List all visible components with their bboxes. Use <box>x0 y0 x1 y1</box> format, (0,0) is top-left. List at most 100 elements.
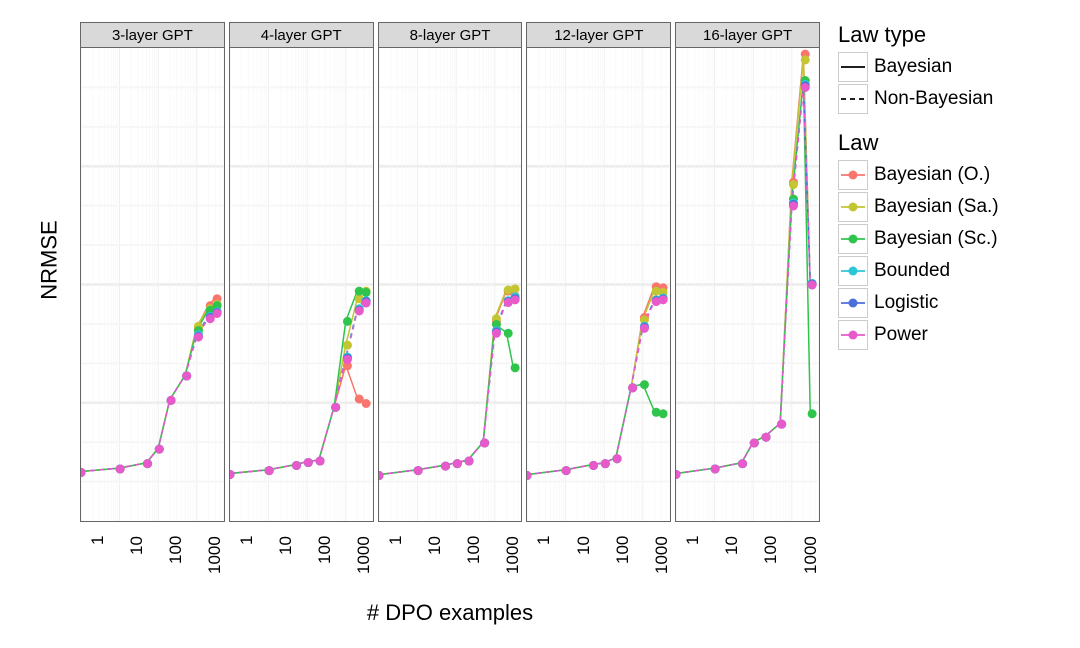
legend-swatch <box>838 52 868 82</box>
legend-item-law: Bayesian (O.) <box>838 160 1068 190</box>
facet-plot <box>526 48 671 522</box>
x-axis-ticks: 1101001000 <box>80 522 225 592</box>
facet-panel: 12-layer GPT1101001000 <box>526 22 671 522</box>
legend-label: Bayesian <box>874 56 952 78</box>
series-marker <box>379 471 384 480</box>
series-marker <box>777 420 786 429</box>
x-tick-label: 100 <box>166 536 186 564</box>
legend-item-law: Power <box>838 320 1068 350</box>
series-marker <box>510 284 519 293</box>
legend-item-law: Logistic <box>838 288 1068 318</box>
x-tick-label: 1 <box>683 536 703 545</box>
series-marker <box>304 458 313 467</box>
x-tick-label: 100 <box>613 536 633 564</box>
series-marker <box>527 471 532 480</box>
series-marker <box>361 288 370 297</box>
x-tick-label: 100 <box>464 536 484 564</box>
series-marker <box>711 464 720 473</box>
legend-law-type: Law type BayesianNon-Bayesian <box>838 22 1068 114</box>
x-tick-label: 1000 <box>503 536 523 574</box>
series-marker <box>143 459 152 468</box>
facet-plot <box>378 48 523 522</box>
figure-root: NRMSE # DPO examples 11e31e6 3-layer GPT… <box>0 0 1080 648</box>
series-marker <box>441 462 450 471</box>
x-tick-label: 1000 <box>354 536 374 574</box>
legend-item-lawtype: Bayesian <box>838 52 1068 82</box>
series-marker <box>659 409 668 418</box>
legend-label: Bayesian (Sc.) <box>874 228 998 250</box>
series-marker <box>464 457 473 466</box>
x-tick-label: 1 <box>237 536 257 545</box>
x-tick-label: 1 <box>534 536 554 545</box>
legend-swatch <box>838 288 868 318</box>
series-marker <box>492 329 501 338</box>
legend-item-lawtype: Non-Bayesian <box>838 84 1068 114</box>
series-marker <box>613 454 622 463</box>
series-marker <box>361 299 370 308</box>
x-axis-ticks: 1 10 100 1000 <box>526 522 671 592</box>
series-marker <box>562 466 571 475</box>
series-marker <box>343 317 352 326</box>
series-marker <box>589 461 598 470</box>
series-marker <box>789 202 798 211</box>
series-marker <box>629 383 638 392</box>
x-axis-ticks: 1101001000 <box>675 522 820 592</box>
series-marker <box>315 457 324 466</box>
x-tick-label: 10 <box>722 536 742 555</box>
facet-plot <box>229 48 374 522</box>
legend-item-law: Bayesian (Sa.) <box>838 192 1068 222</box>
series-marker <box>750 439 759 448</box>
series-marker <box>331 403 340 412</box>
legend-label: Bayesian (O.) <box>874 164 990 186</box>
marker-layer <box>527 48 670 521</box>
panels-area: 3-layer GPT11010010004-layer GPT11010010… <box>80 22 820 522</box>
marker-layer <box>81 48 224 521</box>
legend-label: Power <box>874 324 928 346</box>
facet-strip: 8-layer GPT <box>378 22 523 48</box>
legend-law-title: Law <box>838 130 1068 156</box>
series-marker <box>343 341 352 350</box>
facet-strip: 3-layer GPT <box>80 22 225 48</box>
series-marker <box>640 324 649 333</box>
legend-label: Non-Bayesian <box>874 88 993 110</box>
legend-label: Bounded <box>874 260 950 282</box>
series-marker <box>808 409 817 418</box>
facet-panel: 4-layer GPT1101001000 <box>229 22 374 522</box>
series-marker <box>413 466 422 475</box>
legend-swatch <box>838 256 868 286</box>
legend-law: Law Bayesian (O.)Bayesian (Sa.)Bayesian … <box>838 130 1068 350</box>
legend-label: Logistic <box>874 292 938 314</box>
x-tick-label: 10 <box>276 536 296 555</box>
legend-swatch <box>838 84 868 114</box>
series-marker <box>762 433 771 442</box>
series-marker <box>194 333 203 342</box>
x-tick-label: 100 <box>315 536 335 564</box>
series-marker <box>503 329 512 338</box>
series-marker <box>801 83 810 92</box>
marker-layer <box>230 48 373 521</box>
facet-panel: 8-layer GPT1101001000 <box>378 22 523 522</box>
series-marker <box>452 459 461 468</box>
x-tick-label: 1000 <box>801 536 821 574</box>
series-marker <box>640 380 649 389</box>
marker-layer <box>379 48 522 521</box>
series-marker <box>601 459 610 468</box>
x-tick-label: 1000 <box>652 536 672 574</box>
x-tick-label: 10 <box>574 536 594 555</box>
facet-panel: 16-layer GPT1101001000 <box>675 22 820 522</box>
series-marker <box>167 396 176 405</box>
series-marker <box>81 468 86 477</box>
series-marker <box>182 371 191 380</box>
facet-plot <box>675 48 820 522</box>
series-marker <box>292 461 301 470</box>
series-marker <box>264 466 273 475</box>
x-tick-label: 1 <box>88 536 108 545</box>
legend-swatch <box>838 160 868 190</box>
legend-swatch <box>838 224 868 254</box>
x-tick-label: 10 <box>127 536 147 555</box>
series-marker <box>801 55 810 64</box>
series-marker <box>355 306 364 315</box>
legend-law-items: Bayesian (O.) Bayesian (Sa.) Bayesian (Sc.… <box>838 160 1068 350</box>
facet-strip: 16-layer GPT <box>675 22 820 48</box>
x-tick-label: 10 <box>425 536 445 555</box>
